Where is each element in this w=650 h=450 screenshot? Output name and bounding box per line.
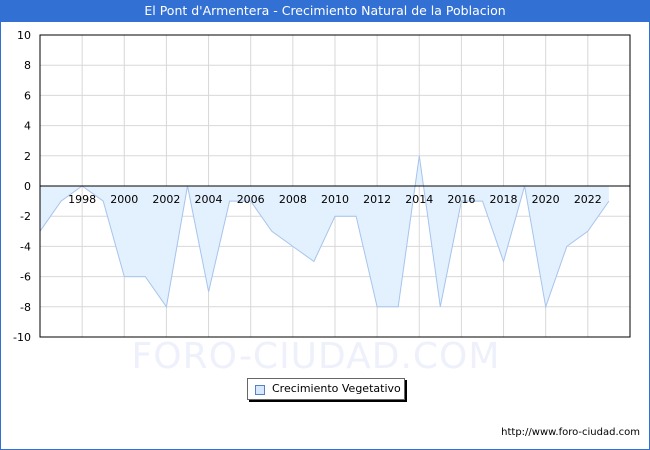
x-tick-label: 1998 [68, 193, 96, 206]
y-tick-label: -10 [13, 331, 31, 344]
x-tick-label: 2014 [405, 193, 433, 206]
x-tick-label: 2010 [321, 193, 349, 206]
y-tick-label: -8 [20, 301, 31, 314]
y-tick-label: 10 [17, 29, 31, 42]
area-fill [40, 155, 609, 307]
y-tick-label: 4 [24, 120, 31, 133]
x-tick-label: 2012 [363, 193, 391, 206]
x-tick-label: 2004 [195, 193, 223, 206]
data-line [39, 155, 610, 309]
x-tick-label: 2000 [110, 193, 138, 206]
x-tick-label: 2020 [532, 193, 560, 206]
x-tick-label: 2018 [490, 193, 518, 206]
legend: Crecimiento Vegetativo [247, 378, 405, 400]
y-tick-label: -2 [20, 210, 31, 223]
y-tick-label: -4 [20, 240, 31, 253]
source-url: http://www.foro-ciudad.com [501, 427, 640, 438]
x-tick-label: 2022 [574, 193, 602, 206]
y-tick-label: 0 [24, 180, 31, 193]
y-tick-label: -6 [20, 271, 31, 284]
y-tick-label: 6 [24, 89, 31, 102]
chart-title: El Pont d'Armentera - Crecimiento Natura… [0, 0, 650, 22]
x-tick-label: 2002 [152, 193, 180, 206]
y-tick-label: 8 [24, 59, 31, 72]
plot-border [39, 34, 631, 338]
x-tick-label: 2008 [279, 193, 307, 206]
legend-swatch-icon [255, 385, 265, 395]
x-tick-label: 2006 [237, 193, 265, 206]
y-tick-label: 2 [24, 150, 31, 163]
legend-label: Crecimiento Vegetativo [272, 382, 401, 395]
watermark-text: FORO-CIUDAD.COM [132, 336, 501, 377]
x-tick-label: 2016 [447, 193, 475, 206]
